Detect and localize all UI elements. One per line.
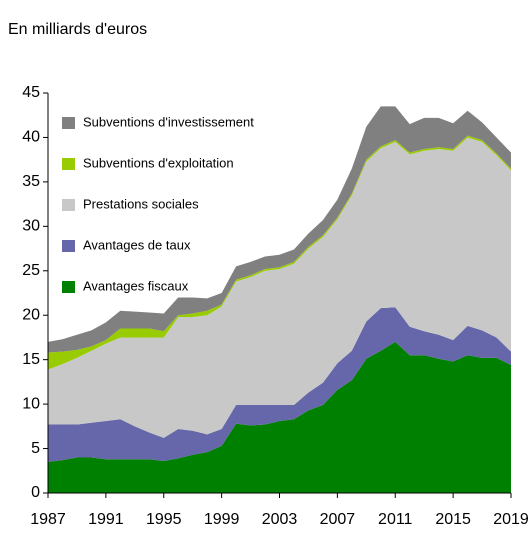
legend-swatch bbox=[62, 240, 75, 252]
x-tick-label: 1995 bbox=[146, 511, 182, 528]
area bbox=[48, 137, 511, 438]
legend-label: Prestations sociales bbox=[83, 196, 199, 211]
x-tick-label: 1991 bbox=[88, 511, 124, 528]
x-tick-label: 2011 bbox=[378, 511, 413, 528]
x-tick-label: 2003 bbox=[262, 511, 298, 528]
legend-swatch bbox=[62, 158, 75, 170]
area bbox=[48, 135, 511, 370]
y-tick-label: 0 bbox=[31, 484, 40, 501]
x-tick-label: 2007 bbox=[320, 511, 356, 528]
y-tick-label: 5 bbox=[31, 440, 40, 457]
y-tick-label: 45 bbox=[22, 84, 40, 101]
area bbox=[48, 307, 511, 462]
y-tick-label: 35 bbox=[22, 173, 40, 190]
legend-label: Subventions d'investissement bbox=[83, 114, 254, 129]
legend-swatch bbox=[62, 117, 75, 129]
area bbox=[48, 106, 511, 353]
legend-label: Avantages fiscaux bbox=[83, 278, 189, 293]
y-tick-label: 25 bbox=[22, 262, 40, 279]
area bbox=[48, 341, 511, 493]
x-tick-label: 1999 bbox=[204, 511, 240, 528]
x-tick-label: 2019 bbox=[493, 511, 529, 528]
y-tick-label: 15 bbox=[22, 351, 40, 368]
x-tick-label: 1987 bbox=[30, 511, 66, 528]
y-tick-label: 40 bbox=[22, 129, 40, 146]
y-tick-label: 30 bbox=[22, 218, 40, 235]
y-tick-label: 20 bbox=[22, 306, 40, 323]
legend-label: Avantages de taux bbox=[83, 237, 191, 252]
chart-subtitle: En milliards d'euros bbox=[8, 21, 147, 38]
legend-swatch bbox=[62, 199, 75, 211]
legend-swatch bbox=[62, 281, 75, 293]
legend-label: Subventions d'exploitation bbox=[83, 155, 234, 170]
x-tick-label: 2015 bbox=[435, 511, 471, 528]
y-tick-label: 10 bbox=[22, 395, 40, 412]
